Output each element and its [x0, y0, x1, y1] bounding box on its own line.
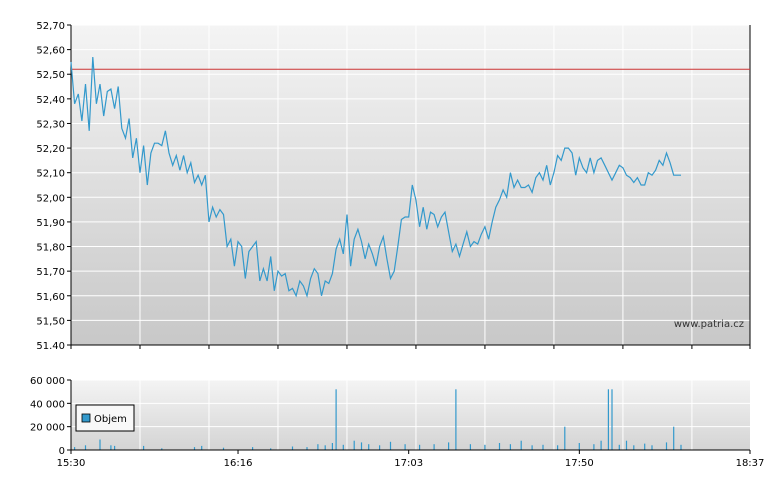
volume-y-tick-label: 60 000 [30, 376, 65, 387]
volume-grid [70, 379, 750, 450]
volume-bar [368, 444, 370, 450]
price-y-axis: 52,70 52,60 52,50 52,40 52,30 52,20 52,10 52,00… [36, 21, 750, 352]
volume-bar [84, 445, 87, 450]
volume-y-tick-label: 40 000 [30, 399, 65, 410]
volume-bar [193, 447, 196, 450]
volume-bar [335, 389, 337, 450]
volume-bar [607, 389, 609, 450]
price-y-tick-label: 51,50 [36, 316, 65, 327]
volume-bar [379, 445, 381, 450]
volume-bar [578, 443, 580, 450]
volume-y-tick-label: 20 000 [30, 423, 65, 434]
volume-bar [469, 444, 471, 450]
price-plot-area [71, 25, 750, 345]
volume-bar [484, 444, 486, 451]
volume-bar [324, 445, 326, 450]
price-y-tick-label: 52,70 [36, 21, 65, 32]
price-y-tick-label: 52,40 [36, 95, 65, 106]
volume-bar [360, 442, 363, 450]
volume-bar [331, 443, 333, 450]
volume-bar [625, 440, 628, 450]
volume-plot-area [71, 380, 750, 450]
volume-bar [353, 440, 355, 450]
price-y-tick-label: 51,70 [36, 267, 65, 278]
price-y-tick-label: 51,90 [36, 218, 65, 229]
volume-bar [74, 447, 76, 450]
volume-bar [651, 445, 653, 450]
volume-x-tick-label: 17:03 [394, 458, 423, 469]
price-y-tick-label: 52,60 [36, 46, 65, 57]
volume-bar [306, 447, 308, 450]
volume-bar [448, 442, 450, 450]
volume-bar [455, 389, 457, 450]
price-x-ticks [70, 25, 751, 349]
volume-bars [74, 389, 682, 451]
volume-bar [161, 448, 163, 451]
volume-bar [433, 444, 435, 450]
volume-bar [531, 445, 533, 450]
price-y-tick-label: 51,60 [36, 292, 65, 303]
volume-bar [404, 444, 406, 450]
price-y-tick-label: 52,10 [36, 169, 65, 180]
volume-y-tick-label: 0 [59, 446, 65, 457]
price-line [70, 56, 681, 298]
volume-bar [143, 445, 145, 450]
volume-bar [222, 447, 225, 450]
price-y-tick-label: 52,00 [36, 193, 65, 204]
volume-bar [542, 444, 544, 451]
volume-bar [270, 448, 272, 451]
volume-bar [673, 426, 675, 450]
volume-bar [114, 445, 116, 450]
legend: Objem [75, 404, 135, 432]
volume-bar [110, 445, 112, 450]
volume-bar [317, 444, 319, 450]
watermark: www.patria.cz [674, 319, 744, 330]
volume-bar [600, 440, 602, 450]
volume-y-axis: 60 000 40 000 20 000 0 [30, 376, 72, 457]
volume-bar [291, 446, 294, 450]
volume-bar [201, 445, 203, 450]
volume-bar [557, 445, 559, 450]
volume-bar [593, 444, 595, 450]
volume-bar [611, 389, 613, 450]
volume-bar [342, 444, 344, 451]
volume-x-tick-label: 18:37 [736, 458, 765, 469]
volume-bar [680, 444, 682, 451]
volume-x-tick-label: 16:16 [224, 458, 253, 469]
price-y-tick-label: 51,80 [36, 243, 65, 254]
volume-bar [498, 443, 501, 450]
volume-bar [665, 442, 668, 450]
volume-x-tick-label: 15:30 [57, 458, 86, 469]
price-y-tick-label: 52,20 [36, 144, 65, 155]
volume-bar [633, 445, 635, 450]
volume-bar [520, 440, 522, 450]
price-y-tick-label: 51.40 [36, 341, 65, 352]
volume-bar [389, 441, 392, 450]
legend-label-objem: Objem [94, 414, 127, 425]
volume-bar [644, 443, 646, 450]
price-y-tick-label: 52,50 [36, 70, 65, 81]
volume-x-axis: 15:30 16:16 17:03 17:50 18:37 [57, 449, 765, 469]
volume-bar [252, 447, 254, 450]
legend-swatch [81, 413, 91, 423]
volume-bar [509, 444, 511, 450]
volume-bar [419, 444, 421, 451]
volume-bar [99, 439, 101, 450]
price-y-tick-label: 52,30 [36, 119, 65, 130]
volume-bar [618, 444, 620, 451]
volume-x-tick-label: 17:50 [565, 458, 594, 469]
volume-bar [564, 426, 566, 450]
